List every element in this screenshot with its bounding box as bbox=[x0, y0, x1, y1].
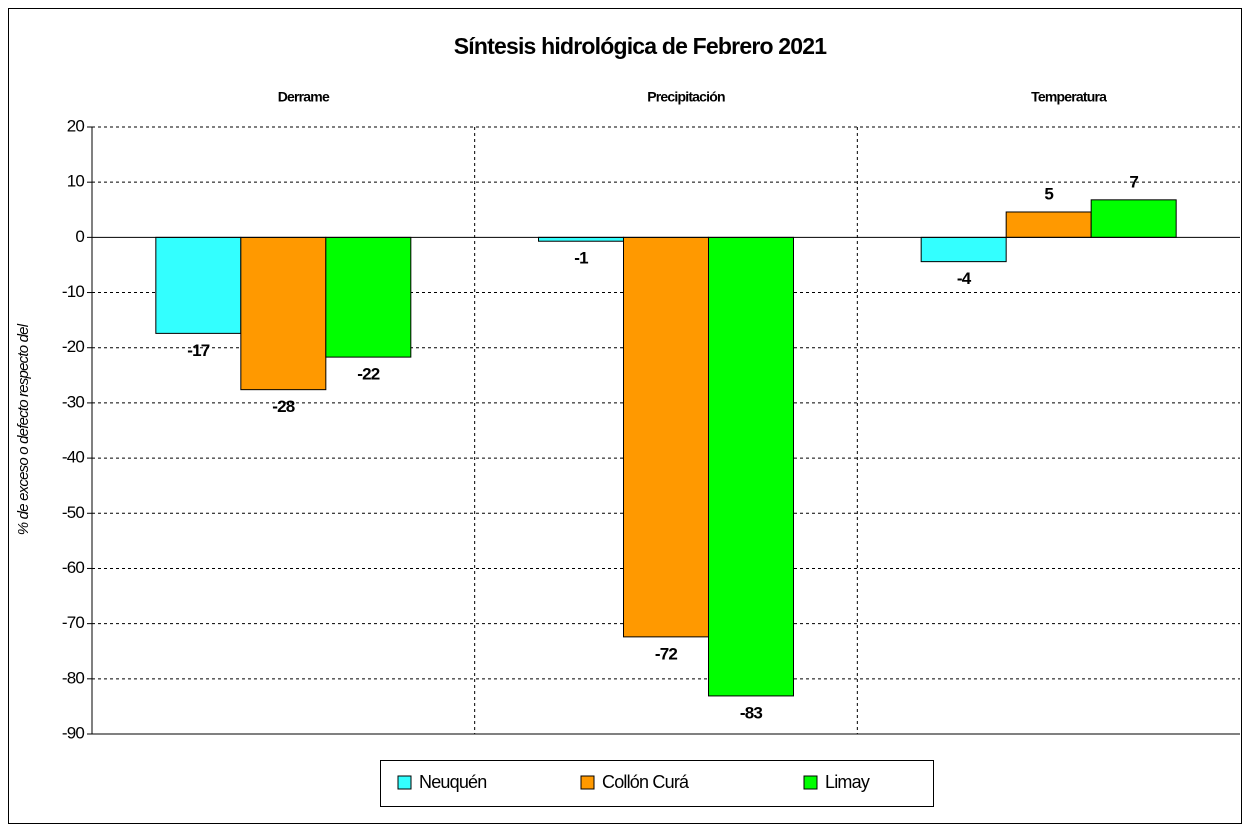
bar bbox=[920, 236, 1007, 263]
bar bbox=[623, 236, 709, 638]
bar bbox=[708, 236, 794, 697]
chart-title: Síntesis hidrológica de Febrero 2021 bbox=[454, 33, 828, 59]
data-label: 5 bbox=[1044, 184, 1053, 203]
bar bbox=[1005, 211, 1092, 238]
y-axis-label: % de exceso o defecto respecto del bbox=[15, 323, 32, 535]
bar bbox=[325, 236, 412, 358]
y-tick-label: -40 bbox=[62, 448, 85, 467]
data-label: -17 bbox=[187, 341, 210, 360]
y-tick-label: -20 bbox=[62, 337, 85, 356]
bar bbox=[538, 236, 624, 242]
y-tick-label: -10 bbox=[62, 282, 85, 301]
y-tick-label: -90 bbox=[62, 723, 85, 742]
bar bbox=[1090, 199, 1177, 238]
data-label: -1 bbox=[574, 249, 588, 268]
category-label: Temperatura bbox=[1031, 89, 1107, 105]
legend-swatch bbox=[803, 775, 818, 790]
legend-box bbox=[380, 760, 934, 807]
category-label: Precipitación bbox=[647, 89, 725, 105]
legend-label: Limay bbox=[825, 772, 870, 792]
y-tick-label: -50 bbox=[62, 503, 85, 522]
y-tick-label: -70 bbox=[62, 613, 85, 632]
legend-label: Collón Curá bbox=[602, 772, 690, 792]
y-tick-label: -80 bbox=[62, 668, 85, 687]
y-tick-label: 20 bbox=[67, 116, 85, 135]
category-label: Derrame bbox=[278, 89, 330, 105]
y-tick-label: 0 bbox=[75, 227, 84, 246]
data-label: 7 bbox=[1129, 172, 1138, 191]
legend-swatch bbox=[397, 775, 412, 790]
legend-swatch bbox=[580, 775, 595, 790]
data-label: -22 bbox=[357, 365, 380, 384]
legend-label: Neuquén bbox=[419, 772, 486, 792]
bar bbox=[155, 236, 242, 334]
bar bbox=[240, 236, 327, 391]
y-tick-label: -30 bbox=[62, 392, 85, 411]
y-tick-label: -60 bbox=[62, 558, 85, 577]
data-label: -72 bbox=[655, 644, 678, 663]
data-label: -83 bbox=[740, 703, 763, 722]
y-tick-label: 10 bbox=[67, 172, 85, 191]
data-label: -4 bbox=[957, 269, 972, 288]
data-label: -28 bbox=[272, 397, 295, 416]
